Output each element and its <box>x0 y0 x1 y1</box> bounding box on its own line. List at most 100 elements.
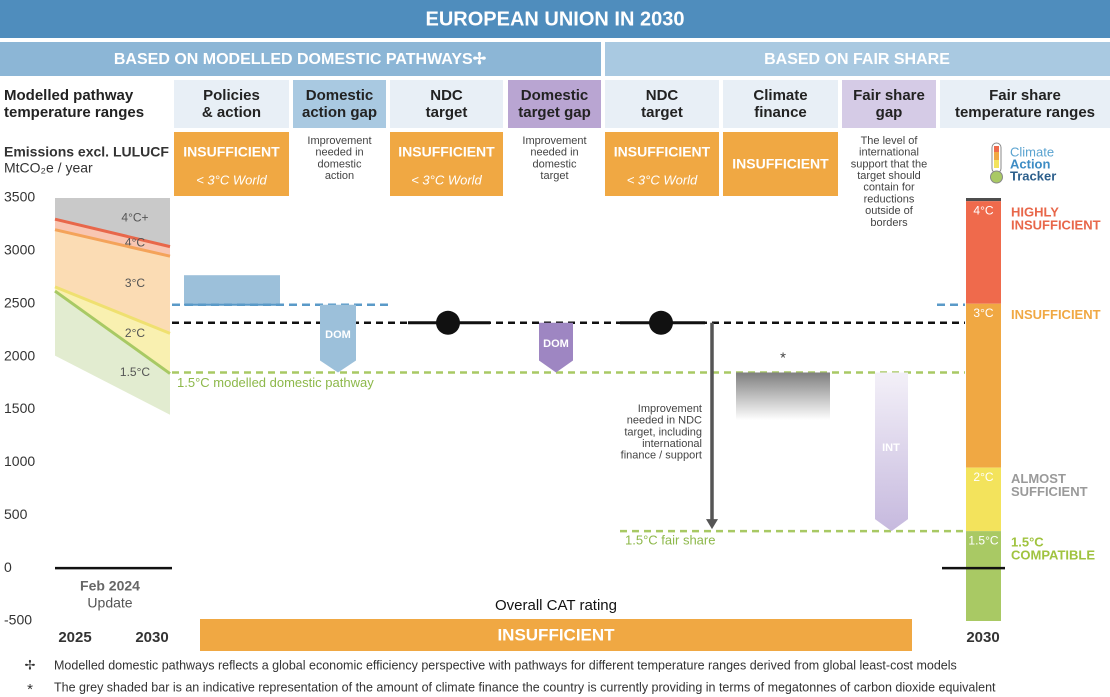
column-header-bg <box>0 80 170 128</box>
range-rating: 1.5°C <box>1011 535 1044 550</box>
section-title: BASED ON FAIR SHARE <box>764 51 950 68</box>
rating-box <box>174 132 289 196</box>
x-tick-label: 2030 <box>135 629 168 646</box>
title: EUROPEAN UNION IN 2030 <box>426 8 685 30</box>
column-note: domestic <box>317 158 362 170</box>
overall-rating-bar <box>200 619 912 651</box>
column-header: Domestic <box>521 87 589 104</box>
column-header: Policies <box>203 87 260 104</box>
rating: INSUFFICIENT <box>398 144 495 160</box>
fair-share-gap <box>875 372 908 532</box>
range-rating: INSUFFICIENT <box>1011 307 1101 322</box>
logo-text: Tracker <box>1010 168 1056 183</box>
y-tick-label: -500 <box>4 612 32 628</box>
column-header: target <box>641 104 683 121</box>
rating-world: < 3°C World <box>196 172 267 187</box>
footnote-mark: * <box>27 681 33 697</box>
column-header-bg <box>842 80 936 128</box>
domestic-target-gap <box>539 322 573 373</box>
column-note: outside of <box>865 205 914 217</box>
range-label: 3°C <box>973 306 993 320</box>
pathway-edge <box>54 228 171 258</box>
range-rating: HIGHLY <box>1011 205 1059 220</box>
column-header: Fair share <box>853 87 925 104</box>
column-header-bg <box>605 80 719 128</box>
range-rating: INSUFFICIENT <box>1011 218 1101 233</box>
column-note: international <box>859 147 919 159</box>
ndc-dot <box>649 310 673 335</box>
column-note: needed in <box>530 147 578 159</box>
rating-box <box>723 132 838 196</box>
column-header: & action <box>202 104 261 121</box>
fair-share-range <box>966 531 1001 621</box>
footnote: Modelled domestic pathways reflects a gl… <box>54 658 957 672</box>
pathway-band <box>55 291 170 415</box>
fair-share-label: 1.5°C fair share <box>625 533 715 548</box>
column-header-bg <box>293 80 386 128</box>
pathway-label: 2°C <box>125 326 145 340</box>
y-tick-label: 1000 <box>4 453 35 469</box>
column-header: target gap <box>518 104 591 121</box>
finance-note: * <box>780 349 786 366</box>
range-rating: COMPATIBLE <box>1011 548 1095 563</box>
gap-label: DOM <box>325 329 351 341</box>
rating-world: < 3°C World <box>411 172 482 187</box>
x-tick-label: 2025 <box>58 629 91 646</box>
pathway-band <box>55 198 170 247</box>
column-note: target <box>540 170 568 182</box>
range-label: 1.5°C <box>968 533 998 547</box>
column-header: temperature ranges <box>955 104 1095 121</box>
section-title: BASED ON MODELLED DOMESTIC PATHWAYS✢ <box>114 51 487 68</box>
pathway-label: 3°C <box>125 276 145 290</box>
column-note: Improvement <box>522 135 586 147</box>
column-note: needed in <box>315 147 363 159</box>
domestic-pathway-label: 1.5°C modelled domestic pathway <box>177 375 374 390</box>
column-header-bg <box>723 80 838 128</box>
fair-share-range <box>966 467 1001 532</box>
update-note: Update <box>87 595 132 611</box>
improvement-note: Improvement <box>638 403 702 415</box>
logo-text: Action <box>1010 156 1051 171</box>
column-note: target should <box>857 170 921 182</box>
y-axis-label: Emissions excl. LULUCF <box>4 144 169 160</box>
domestic-action-gap <box>320 304 356 373</box>
improvement-note: needed in NDC <box>627 415 702 427</box>
rating: INSUFFICIENT <box>614 144 711 160</box>
column-header: NDC <box>430 87 463 104</box>
column-note: reductions <box>864 193 915 205</box>
column-header: temperature ranges <box>4 104 144 121</box>
column-note: borders <box>870 217 908 229</box>
column-header: target <box>426 104 468 121</box>
section-bar <box>0 42 601 76</box>
column-header-bg <box>390 80 503 128</box>
column-note: Improvement <box>307 135 371 147</box>
overall-rating: INSUFFICIENT <box>497 625 615 644</box>
arrow-head <box>706 519 718 530</box>
column-header: Modelled pathway <box>4 87 134 104</box>
rating: INSUFFICIENT <box>183 144 280 160</box>
footnote: The grey shaded bar is an indicative rep… <box>54 680 996 694</box>
improvement-note: international <box>642 438 702 450</box>
rating-box <box>605 132 719 196</box>
pathway-band <box>55 229 170 334</box>
logo-text: Climate <box>1010 144 1054 159</box>
pathway-label: 4°C+ <box>121 210 148 224</box>
rating-world: < 3°C World <box>627 172 698 187</box>
y-axis-unit: MtCO₂e / year <box>4 160 93 176</box>
pathway-edge <box>54 217 171 249</box>
range-rating: SUFFICIENT <box>1011 484 1088 499</box>
column-header-bg <box>174 80 289 128</box>
y-tick-label: 2500 <box>4 294 35 310</box>
climate-finance <box>736 372 830 421</box>
pathway-band <box>55 219 170 257</box>
column-header-bg <box>940 80 1110 128</box>
range-label: 4°C <box>973 203 993 217</box>
fair-share-range <box>966 198 1001 202</box>
column-header: Fair share <box>989 87 1061 104</box>
y-tick-label: 3000 <box>4 242 35 258</box>
thermometer-band <box>994 160 999 168</box>
column-note: The level of <box>861 135 919 147</box>
column-note: support that the <box>851 158 927 170</box>
footnote-mark: ✢ <box>25 657 36 672</box>
